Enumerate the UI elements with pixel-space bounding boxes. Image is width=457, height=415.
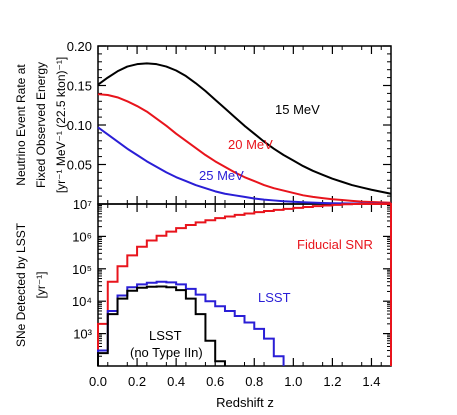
- bottom-y-ticks: 10³ 10⁴ 10⁵ 10⁶ 10⁷: [72, 197, 391, 357]
- x-tick-label: 0.8: [245, 374, 263, 389]
- label-lsst: LSST: [258, 290, 291, 305]
- bottom-y-axis-title-line2: [yr⁻¹]: [34, 272, 48, 299]
- x-tick-label: 1.2: [323, 374, 341, 389]
- bottom-histogram-lsst-no-type-iin-: [97, 285, 226, 366]
- top-series-group: [97, 62, 392, 205]
- label-15-mev: 15 MeV: [275, 102, 320, 117]
- top-y-axis-title-line2: Fixed Observed Energy: [34, 62, 48, 188]
- x-tick-label: 0.2: [128, 374, 146, 389]
- top-y-axis-title-line1: Neutrino Event Rate at: [14, 64, 28, 186]
- bottom-series-group: [97, 203, 392, 366]
- x-tick-label: 0.6: [206, 374, 224, 389]
- label-20-mev: 20 MeV: [228, 137, 273, 152]
- x-ticks: 0.0 0.2 0.4 0.6 0.8 1.0 1.2 1.4: [89, 46, 382, 389]
- label-lsst-no-iin-line1: LSST: [149, 328, 182, 343]
- top-y-tick-label: 0.20: [67, 39, 92, 54]
- x-tick-label: 1.4: [362, 374, 380, 389]
- x-tick-label: 1.0: [284, 374, 302, 389]
- top-y-tick-label: 0.10: [67, 118, 92, 133]
- x-axis-title: Redshift z: [216, 395, 274, 410]
- x-tick-label: 0.4: [167, 374, 185, 389]
- top-y-tick-label: 0.05: [67, 158, 92, 173]
- x-tick-label: 0.0: [89, 374, 107, 389]
- label-lsst-no-iin-line2: (no Type IIn): [130, 345, 203, 360]
- top-curve-15-mev: [97, 62, 392, 195]
- top-curve-20-mev: [97, 93, 392, 204]
- bottom-y-tick-label: 10³: [73, 327, 92, 342]
- label-fiducial-snr: Fiducial SNR: [297, 237, 373, 252]
- bottom-y-tick-label: 10⁷: [73, 197, 92, 212]
- top-y-tick-label: 0.15: [67, 79, 92, 94]
- bottom-y-tick-label: 10⁵: [72, 262, 92, 277]
- bottom-y-tick-label: 10⁶: [72, 229, 92, 244]
- label-25-mev: 25 MeV: [199, 168, 244, 183]
- top-y-ticks: 0.05 0.10 0.15 0.20: [67, 39, 391, 197]
- top-y-axis-title-line3: [yr⁻¹ MeV⁻¹ (22.5 kton)⁻¹]: [54, 57, 68, 193]
- bottom-y-tick-label: 10⁴: [72, 294, 92, 309]
- bottom-y-axis-title-line1: SNe Detected by LSST: [14, 222, 28, 347]
- bottom-histogram-fiducial-snr: [97, 203, 392, 366]
